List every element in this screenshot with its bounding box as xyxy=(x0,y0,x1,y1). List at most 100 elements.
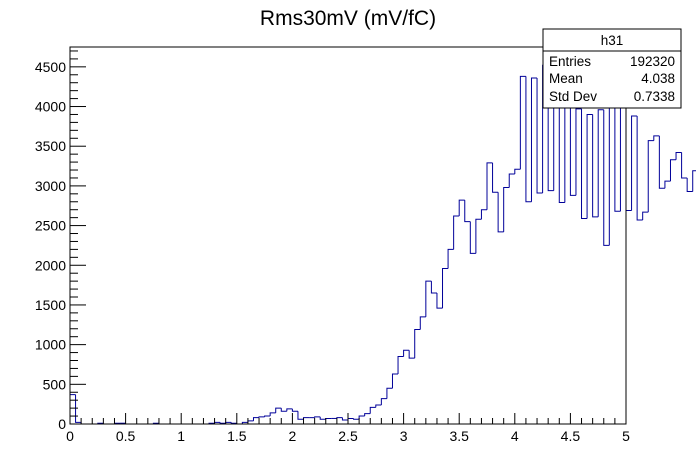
histogram-bin xyxy=(464,200,471,223)
histogram-bin xyxy=(664,180,671,189)
stats-stddev-label: Std Dev xyxy=(549,89,597,104)
histogram-bin xyxy=(453,215,460,250)
histogram-bin xyxy=(258,416,265,418)
histogram-bin xyxy=(519,75,526,170)
histogram-bin xyxy=(553,102,560,191)
x-tick-label: 2.5 xyxy=(338,428,358,444)
histogram-bin xyxy=(347,417,354,421)
stats-entries-label: Entries xyxy=(549,54,591,69)
plot-area xyxy=(69,64,696,425)
y-tick-label: 4500 xyxy=(35,59,66,75)
histogram-bin xyxy=(369,406,376,414)
y-tick-label: 4000 xyxy=(35,99,66,115)
histogram-bin xyxy=(241,421,248,424)
histogram-bin xyxy=(575,108,582,196)
histogram-bin xyxy=(214,421,221,424)
histogram-bin xyxy=(275,407,282,413)
histogram-bin xyxy=(269,412,276,417)
stats-entries-value: 192320 xyxy=(630,54,675,69)
stats-mean-label: Mean xyxy=(549,71,583,86)
histogram-bin xyxy=(508,173,515,188)
x-tick-label: 4 xyxy=(511,428,519,444)
histogram-bin xyxy=(569,66,576,196)
histogram-bin xyxy=(314,416,321,418)
histogram-bin xyxy=(592,114,599,218)
histogram-bin xyxy=(658,135,665,189)
histogram-bin xyxy=(675,152,682,160)
histogram-bin xyxy=(364,413,371,417)
histogram-bin xyxy=(647,140,654,213)
histogram-bin xyxy=(558,102,565,204)
y-tick-label: 1500 xyxy=(35,297,66,313)
histogram-bin xyxy=(653,135,660,141)
stats-histogram-name: h31 xyxy=(601,33,624,48)
histogram-bin xyxy=(303,417,310,420)
x-tick-label: 4.5 xyxy=(561,428,581,444)
y-tick-label: 3000 xyxy=(35,178,66,194)
axes: 0 0.5 1 1.5 2 2.5 3 3.5 4 4.5 5 0 500 1000 1500 2000 250… xyxy=(35,46,630,444)
histogram-bin xyxy=(425,280,432,317)
histogram-bin xyxy=(386,387,393,399)
histogram-bin xyxy=(252,417,260,421)
histogram-bin xyxy=(503,186,510,232)
histogram-bin xyxy=(319,416,326,420)
histogram-bin xyxy=(692,170,696,192)
histogram-bin xyxy=(419,316,426,330)
histogram-bin xyxy=(686,177,693,192)
histogram-bin xyxy=(669,159,677,182)
x-tick-label: 3 xyxy=(400,428,408,444)
y-tick-label: 0 xyxy=(58,416,66,432)
histogram-bin xyxy=(353,418,360,420)
histogram-bin xyxy=(581,108,588,219)
histogram-bin xyxy=(475,218,482,254)
chart-title: Rms30mV (mV/fC) xyxy=(260,7,436,30)
histogram-bin xyxy=(492,162,499,193)
histogram-bin xyxy=(597,109,604,217)
histogram-bin xyxy=(247,420,254,423)
histogram-bin xyxy=(414,329,421,359)
x-tick-label: 2 xyxy=(289,428,297,444)
histogram-bin xyxy=(358,415,365,420)
y-tick-label: 2000 xyxy=(35,257,66,273)
histogram-bin xyxy=(69,394,76,424)
histogram-bin xyxy=(264,415,271,417)
y-tick-label: 2500 xyxy=(35,218,66,234)
histogram-bin xyxy=(291,408,298,412)
histogram-bin xyxy=(614,96,621,212)
histogram-bin xyxy=(442,267,449,309)
histogram-bin xyxy=(380,398,387,405)
histogram-bin xyxy=(514,168,521,174)
histogram-bin xyxy=(397,356,404,374)
x-tick-label: 0 xyxy=(66,428,74,444)
histogram-bin xyxy=(603,109,610,246)
histogram-bin xyxy=(586,113,593,219)
y-tick-label: 500 xyxy=(43,376,67,392)
histogram-bin xyxy=(219,422,226,424)
histogram-bin xyxy=(458,199,465,217)
histogram-bin xyxy=(625,106,632,211)
histogram-bin xyxy=(608,95,615,246)
x-tick-label: 1 xyxy=(177,428,185,444)
stats-mean-value: 4.038 xyxy=(641,71,675,86)
histogram-bin xyxy=(280,408,287,412)
histogram-bin xyxy=(375,404,382,408)
histogram-bin xyxy=(408,350,415,359)
x-tick-label: 0.5 xyxy=(116,428,136,444)
histogram-bin xyxy=(469,221,476,254)
x-tick-label: 3.5 xyxy=(449,428,469,444)
histogram-bin xyxy=(480,209,487,220)
stats-box-frame xyxy=(542,28,682,109)
histogram-bin xyxy=(286,408,293,412)
histogram-bin xyxy=(225,421,232,424)
histogram-bin xyxy=(325,417,332,420)
histogram-bin xyxy=(619,106,626,212)
x-tick-label: 5 xyxy=(622,428,630,444)
x-tick-label: 1.5 xyxy=(227,428,247,444)
histogram-bin xyxy=(403,349,410,357)
histogram-bin xyxy=(530,77,538,202)
histogram-bin xyxy=(631,115,638,211)
histogram-bin xyxy=(230,422,237,424)
y-tick-label: 3500 xyxy=(35,138,66,154)
histogram-bin xyxy=(436,293,443,309)
